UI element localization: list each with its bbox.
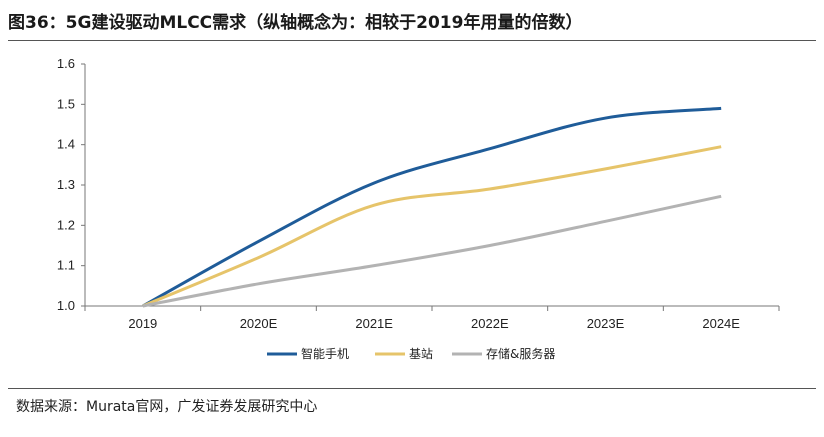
y-tick-label: 1.2 (57, 217, 75, 232)
x-tick-label: 2023E (587, 316, 625, 331)
y-tick-label: 1.0 (57, 298, 75, 313)
x-tick-label: 2022E (471, 316, 509, 331)
legend-label: 智能手机 (301, 346, 349, 361)
bottom-divider (8, 388, 816, 389)
series-line-1 (142, 145, 722, 308)
series-line-0 (142, 106, 722, 308)
legend-label: 存储&服务器 (486, 346, 555, 361)
y-tick-label: 1.6 (57, 56, 75, 71)
y-tick-label: 1.4 (57, 137, 75, 152)
chart-title: 图36：5G建设驱动MLCC需求（纵轴概念为：相较于2019年用量的倍数） (8, 13, 583, 33)
legend-label: 基站 (409, 347, 433, 361)
x-tick-label: 2024E (702, 316, 740, 331)
y-tick-label: 1.3 (57, 177, 75, 192)
series-line-2 (142, 194, 722, 308)
top-divider (8, 40, 816, 41)
x-tick-label: 2020E (240, 316, 278, 331)
y-tick-label: 1.1 (57, 258, 75, 273)
x-tick-label: 2021E (355, 316, 393, 331)
x-tick-label: 2019 (128, 316, 157, 331)
source-note: 数据来源：Murata官网，广发证券发展研究中心 (16, 399, 318, 415)
y-tick-label: 1.5 (57, 96, 75, 111)
